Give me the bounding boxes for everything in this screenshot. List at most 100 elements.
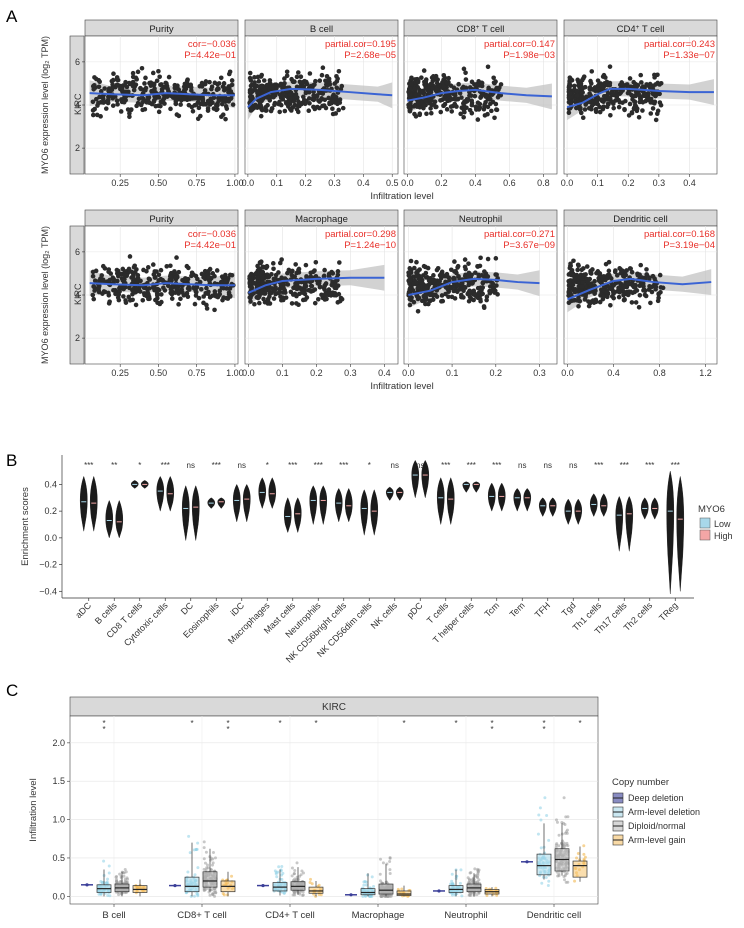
data-point [461,66,467,72]
data-point [205,98,211,104]
data-point [566,99,572,105]
data-point [587,85,593,90]
data-point [295,70,301,75]
data-point [289,301,295,306]
data-point [199,80,205,86]
data-point [657,82,662,87]
jitter-point [485,894,489,898]
data-point [650,106,656,111]
violin-shape [309,485,318,525]
data-point [277,99,282,105]
facet-row-label: KIRC [73,93,83,115]
jitter-point [105,880,109,884]
x-tick-label: 0.3 [653,178,666,188]
y-axis-label: MYO6 expression level (log₂ TPM) [40,36,50,174]
x-tick-label: 0.3 [328,178,341,188]
data-point [406,89,411,95]
jitter-point [555,842,559,846]
jitter-point [213,856,217,860]
data-point [320,65,326,71]
data-point [181,293,187,298]
facet-title: CD8+ T cell [457,24,505,36]
jitter-point [281,871,285,875]
jitter-point [372,884,376,888]
jitter-point [539,846,543,850]
significance-label: *** [645,461,654,470]
data-point [475,264,481,269]
data-point [478,95,483,100]
data-point [166,74,172,80]
data-point [254,83,260,89]
data-point [103,106,109,111]
significance-mark: * [190,719,193,728]
data-point [652,276,657,281]
jitter-point [467,877,471,881]
stat-label: partial.cor=0.298 [325,229,396,240]
x-tick-label: 0.75 [188,178,206,188]
data-point [110,103,116,108]
jitter-point [203,861,207,865]
confidence-band [248,264,385,306]
data-point [306,108,312,114]
jitter-point [460,894,464,898]
significance-label: * [266,461,269,470]
data-point [607,64,613,69]
jitter-point [205,866,209,870]
jitter-point [541,875,545,879]
data-point [130,70,136,76]
data-point [595,78,601,83]
data-point [259,96,265,102]
data-point [98,89,104,94]
jitter-point [477,878,481,882]
data-point [593,288,598,294]
data-point [434,87,440,92]
data-point [91,86,97,92]
x-tick-label: 0.0 [561,368,574,378]
data-point [308,274,314,279]
data-point [163,80,169,86]
data-point [109,85,115,91]
jitter-point [563,878,567,882]
data-point [607,83,613,88]
data-point [323,78,328,84]
data-point [179,287,185,292]
data-point [462,109,467,115]
data-point [291,98,297,104]
y-tick-label: 2.0 [52,738,65,748]
p-value-label: P=3.67e−09 [503,240,555,251]
violin-shape [217,497,226,509]
jitter-point [361,894,365,898]
panel-label-b: B [6,451,17,470]
data-point [258,113,264,119]
box [396,890,412,896]
data-point [468,290,474,296]
data-point [280,93,285,99]
violin-shape [258,477,267,510]
data-point [606,101,611,107]
data-point [160,277,165,283]
data-point [161,285,166,291]
legend-title: Copy number [612,777,669,788]
jitter-point [575,856,579,860]
data-point [648,100,653,105]
data-point [164,264,170,269]
data-point [336,68,342,74]
data-point [114,82,120,88]
jitter-point [188,851,192,855]
data-point [625,292,631,298]
data-point [580,90,585,95]
data-point [412,86,418,91]
significance-mark: * [578,719,581,728]
jitter-point [476,867,480,871]
x-tick-label: iDC [228,600,246,618]
data-point [633,300,639,305]
facet-title: B cell [310,24,333,35]
data-point [185,286,191,291]
y-tick-label: 0.2 [44,506,57,516]
x-tick-label: 0.8 [537,178,550,188]
jitter-point [298,874,302,878]
data-point [129,107,134,112]
facet-title: Purity [149,24,174,35]
p-value-label: P=3.19e−04 [663,240,715,251]
